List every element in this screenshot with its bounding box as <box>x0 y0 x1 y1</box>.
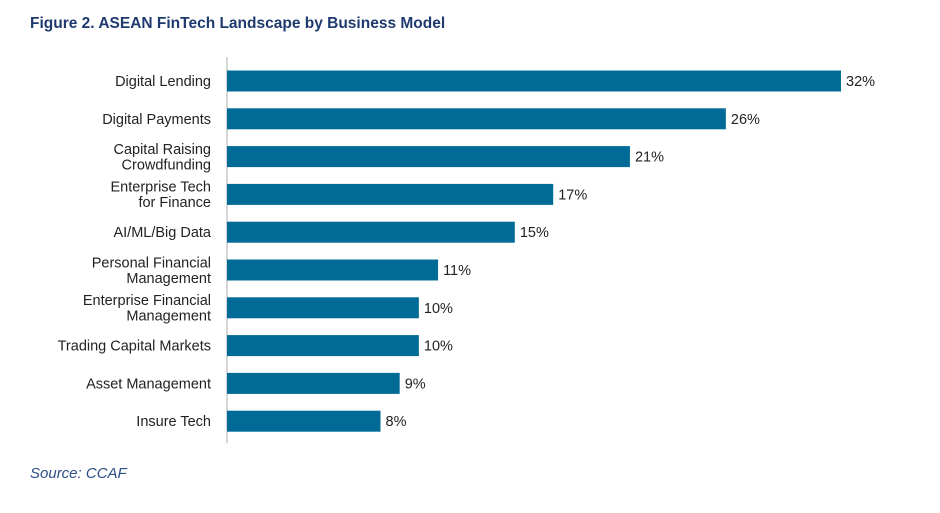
category-label: Enterprise Tech for Finance <box>111 180 211 212</box>
category-label-line: Capital Raising <box>113 142 211 158</box>
bar <box>227 372 400 394</box>
bar <box>227 146 630 168</box>
bar <box>227 259 439 281</box>
value-label: 9% <box>405 376 426 392</box>
category-label-line: Management <box>126 271 211 287</box>
category-label: Enterprise Financial Management <box>83 293 211 325</box>
value-label: 17% <box>558 187 587 203</box>
value-label: 11% <box>443 263 471 279</box>
category-label: Asset Management <box>86 376 211 392</box>
value-label: 15% <box>520 225 549 241</box>
bar <box>227 108 726 130</box>
category-label: Capital Raising Crowdfunding <box>113 142 211 174</box>
value-label: 21% <box>635 150 664 166</box>
value-label: 32% <box>846 74 875 90</box>
category-label: Digital Lending <box>115 74 211 90</box>
category-label: AI/ML/Big Data <box>113 225 211 241</box>
category-label: Trading Capital Markets <box>58 339 211 355</box>
value-label: 10% <box>424 301 453 317</box>
category-label: Personal Financial Management <box>92 255 211 287</box>
value-label: 8% <box>386 414 407 430</box>
category-label-line: Enterprise Financial <box>83 293 211 309</box>
bar <box>227 410 381 432</box>
bar <box>227 221 515 243</box>
category-label-line: Crowdfunding <box>122 157 211 173</box>
figure-title: Figure 2. ASEAN FinTech Landscape by Bus… <box>30 15 446 32</box>
category-label-line: Enterprise Tech <box>111 180 211 196</box>
bar <box>227 335 419 357</box>
category-label-line: Management <box>126 309 211 325</box>
source-note: Source: CCAF <box>30 465 127 482</box>
bar <box>227 183 554 205</box>
category-label-line: for Finance <box>138 195 211 211</box>
bar <box>227 70 841 92</box>
value-label: 10% <box>424 339 453 355</box>
category-label: Digital Payments <box>102 112 211 128</box>
category-label-line: Personal Financial <box>92 255 211 271</box>
bar <box>227 297 419 319</box>
category-label: Insure Tech <box>136 414 211 430</box>
value-label: 26% <box>731 112 760 128</box>
